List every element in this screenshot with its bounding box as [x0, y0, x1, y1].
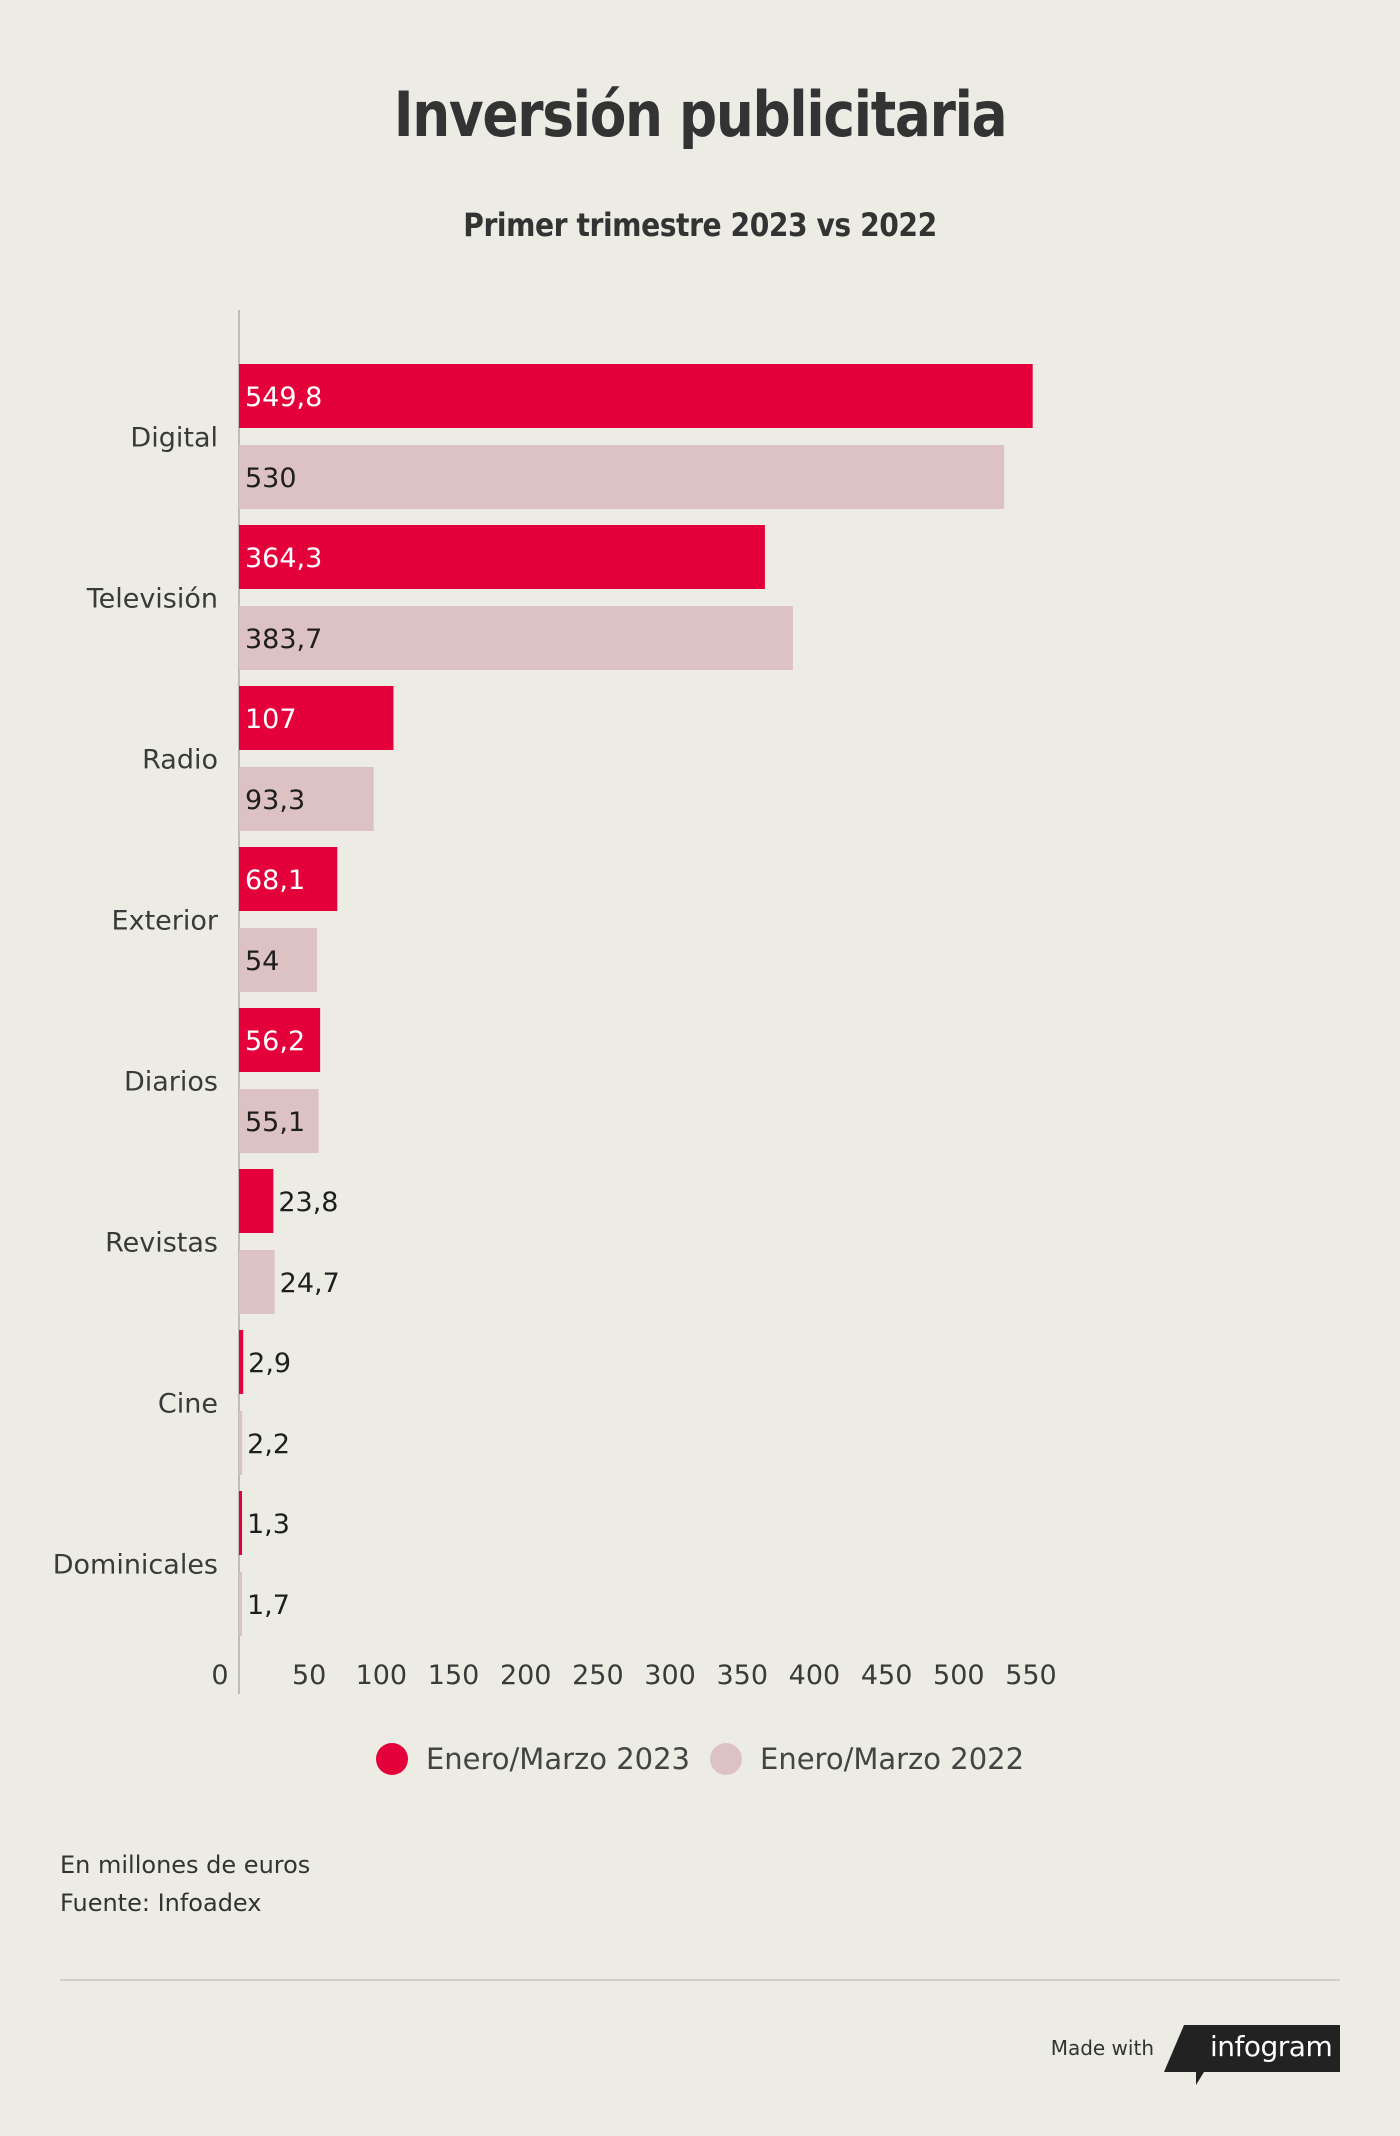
- bar-chart: Digital 549,8 530 Televisión 364,3 383,7 Radio…: [53, 310, 1057, 1694]
- bar-2022-1[interactable]: [239, 606, 793, 670]
- category-label-4: Diarios: [124, 1067, 218, 1098]
- infogram-logo-text[interactable]: infogram: [1210, 2030, 1333, 2063]
- bar-2022-6[interactable]: [239, 1411, 243, 1475]
- value-label-2023-6: 2,9: [248, 1348, 291, 1379]
- x-tick-label-50: 50: [292, 1660, 326, 1691]
- bar-2023-1[interactable]: [239, 525, 765, 589]
- bar-2023-4[interactable]: [239, 1008, 321, 1072]
- value-label-2022-0: 530: [245, 463, 297, 494]
- bar-2022-5[interactable]: [239, 1250, 275, 1314]
- legend-item-2022[interactable]: Enero/Marzo 2022: [710, 1742, 1024, 1776]
- bar-2023-3[interactable]: [239, 847, 338, 911]
- category-label-1: Televisión: [86, 584, 218, 615]
- source-note: Fuente: Infoadex: [60, 1889, 262, 1917]
- x-tick-label-150: 150: [428, 1660, 480, 1691]
- value-label-2022-5: 24,7: [280, 1268, 340, 1299]
- value-label-2023-7: 1,3: [247, 1509, 290, 1540]
- legend-label-2022: Enero/Marzo 2022: [760, 1742, 1025, 1776]
- category-label-7: Dominicales: [53, 1550, 218, 1581]
- bar-2022-2[interactable]: [239, 767, 374, 831]
- infogram-badge[interactable]: [1164, 2025, 1340, 2085]
- value-label-2023-5: 23,8: [278, 1187, 338, 1218]
- bar-2023-6[interactable]: [239, 1330, 244, 1394]
- value-label-2023-2: 107: [245, 704, 297, 735]
- bar-2023-0[interactable]: [239, 364, 1033, 428]
- chart-notes: En millones de euros Fuente: Infoadex: [60, 1846, 310, 1922]
- bar-2023-2[interactable]: [239, 686, 394, 750]
- value-label-2022-2: 93,3: [245, 785, 305, 816]
- bar-2022-3[interactable]: [239, 928, 317, 992]
- bar-2023-7[interactable]: [239, 1491, 242, 1555]
- x-tick-label-250: 250: [572, 1660, 624, 1691]
- bar-2022-0[interactable]: [239, 445, 1005, 509]
- x-tick-label-300: 300: [644, 1660, 696, 1691]
- value-label-2022-6: 2,2: [247, 1429, 290, 1460]
- x-tick-label-200: 200: [500, 1660, 552, 1691]
- category-label-6: Cine: [158, 1389, 218, 1420]
- legend-swatch-2022: [710, 1743, 742, 1775]
- made-with-text: Made with: [1050, 2036, 1154, 2060]
- category-label-0: Digital: [130, 423, 218, 454]
- bar-2022-7[interactable]: [239, 1572, 242, 1636]
- category-label-2: Radio: [142, 745, 218, 776]
- x-tick-label-550: 550: [1005, 1660, 1057, 1691]
- category-label-5: Revistas: [105, 1228, 218, 1259]
- bar-2023-5[interactable]: [239, 1169, 274, 1233]
- footer-divider: [60, 1979, 1340, 1981]
- legend-label-2023: Enero/Marzo 2023: [425, 1742, 690, 1776]
- chart-subtitle: Primer trimestre 2023 vs 2022: [463, 206, 937, 244]
- value-label-2023-1: 364,3: [245, 543, 322, 574]
- x-tick-label-100: 100: [356, 1660, 408, 1691]
- legend-item-2023[interactable]: Enero/Marzo 2023: [375, 1742, 690, 1776]
- value-label-2023-3: 68,1: [245, 865, 305, 896]
- bar-2022-4[interactable]: [239, 1089, 319, 1153]
- value-label-2022-1: 383,7: [245, 624, 322, 655]
- x-tick-label-450: 450: [861, 1660, 913, 1691]
- category-label-3: Exterior: [112, 906, 219, 937]
- value-label-2022-7: 1,7: [247, 1590, 290, 1621]
- legend-swatch-2023: [375, 1743, 408, 1775]
- chart-title: Inversión publicitaria: [393, 78, 1008, 151]
- value-label-2022-3: 54: [245, 946, 279, 977]
- x-tick-label-350: 350: [716, 1660, 768, 1691]
- units-note: En millones de euros: [60, 1851, 311, 1879]
- x-tick-label-400: 400: [789, 1660, 841, 1691]
- x-tick-label-0: 0: [211, 1660, 228, 1691]
- value-label-2023-4: 56,2: [245, 1026, 305, 1057]
- value-label-2023-0: 549,8: [245, 382, 322, 413]
- x-tick-label-500: 500: [933, 1660, 985, 1691]
- legend: Enero/Marzo 2023 Enero/Marzo 2022: [0, 1742, 1400, 1776]
- value-label-2022-4: 55,1: [245, 1107, 305, 1138]
